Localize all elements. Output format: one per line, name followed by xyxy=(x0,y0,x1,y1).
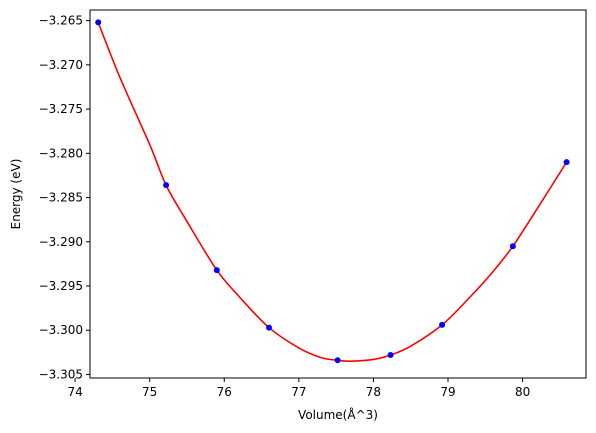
y-tick-label: −3.275 xyxy=(39,102,83,116)
data-point xyxy=(509,243,516,250)
y-axis-label: Energy (eV) xyxy=(9,159,23,230)
data-point xyxy=(163,182,170,189)
data-point xyxy=(439,321,446,328)
x-tick-label: 78 xyxy=(366,385,381,399)
x-tick-label: 74 xyxy=(67,385,82,399)
y-axis-ticks: −3.265 −3.270 −3.275 −3.280 −3.285 −3.290 −3.2… xyxy=(39,14,90,381)
y-tick-label: −3.300 xyxy=(39,323,83,337)
x-tick-label: 80 xyxy=(515,385,530,399)
y-tick-label: −3.305 xyxy=(39,367,83,381)
x-axis-label: Volume(Å^3) xyxy=(298,407,378,422)
y-tick-label: −3.285 xyxy=(39,191,83,205)
plot-frame xyxy=(89,9,587,379)
x-tick-label: 77 xyxy=(291,385,306,399)
data-point xyxy=(266,324,273,331)
y-tick-label: −3.265 xyxy=(39,14,83,28)
x-tick-label: 76 xyxy=(217,385,232,399)
fit-curve-line xyxy=(97,22,568,363)
x-tick-label: 79 xyxy=(440,385,455,399)
data-point xyxy=(563,159,570,166)
series-layer xyxy=(95,19,570,364)
x-axis-ticks: 74 75 76 77 78 79 80 xyxy=(67,378,530,399)
y-tick-label: −3.270 xyxy=(39,58,83,72)
data-point xyxy=(334,357,341,364)
data-point xyxy=(213,267,220,274)
data-point xyxy=(95,19,102,26)
y-tick-label: −3.295 xyxy=(39,279,83,293)
y-tick-label: −3.290 xyxy=(39,235,83,249)
data-point xyxy=(387,352,394,358)
y-tick-label: −3.280 xyxy=(39,146,83,160)
x-tick-label: 75 xyxy=(142,385,157,399)
